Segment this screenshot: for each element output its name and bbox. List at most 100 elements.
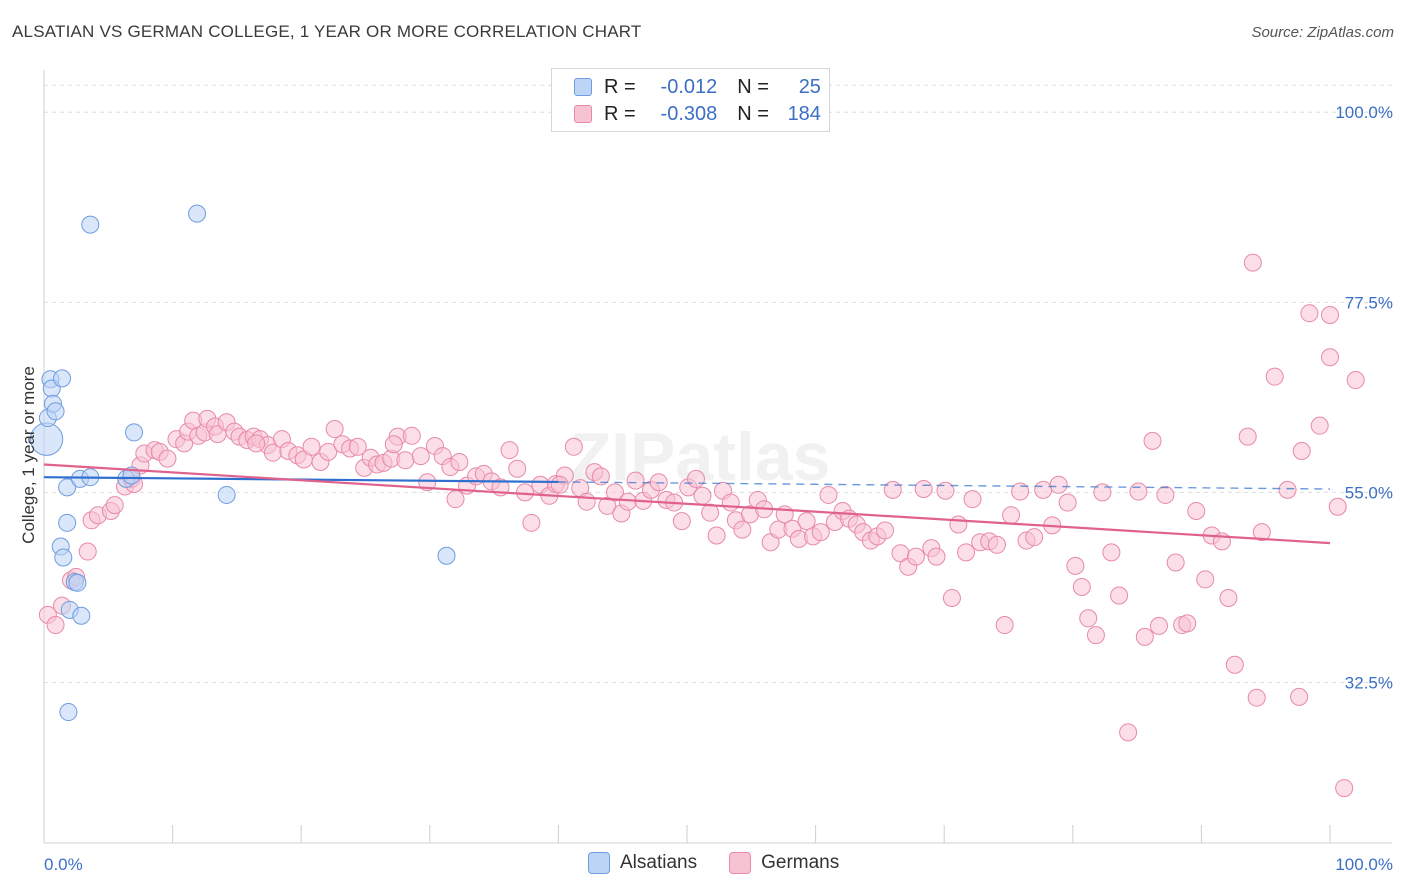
german-point	[1321, 348, 1339, 367]
german-point	[605, 483, 624, 502]
german-point	[618, 492, 637, 511]
german-point	[598, 496, 617, 515]
legend-row-germans: R = -0.308 N = 184	[574, 102, 821, 126]
german-point	[949, 515, 968, 534]
german-point	[1166, 553, 1185, 572]
german-point	[396, 451, 415, 470]
y-axis-label: College, 1 year or more	[19, 366, 38, 544]
german-point	[515, 483, 534, 502]
german-point	[1102, 543, 1121, 562]
german-point	[446, 490, 465, 509]
german-point	[577, 492, 596, 511]
german-point	[672, 512, 691, 531]
german-point	[1049, 475, 1068, 494]
german-point	[325, 420, 344, 439]
legend-item-germans[interactable]: Germans	[729, 852, 839, 874]
german-point	[1178, 614, 1197, 633]
german-point	[1238, 427, 1257, 446]
y-tick-label: 55.0%	[1345, 483, 1393, 502]
german-point	[319, 442, 338, 461]
german-point	[402, 426, 421, 445]
german-point	[721, 493, 740, 512]
german-point	[1110, 586, 1129, 605]
german-point	[1086, 626, 1105, 645]
german-point	[927, 547, 946, 566]
alsatian-point	[122, 466, 141, 485]
german-point	[1196, 570, 1215, 589]
alsatians-legend-swatch	[588, 852, 610, 874]
germans-trend-line	[43, 463, 1331, 545]
german-point	[1265, 367, 1284, 386]
alsatian-point	[54, 548, 73, 567]
german-point	[522, 513, 541, 532]
x-tick-label-max: 100.0%	[1335, 855, 1393, 874]
legend-label-germans: Germans	[761, 852, 840, 873]
german-point	[1335, 779, 1354, 798]
germans-legend-swatch	[729, 852, 752, 874]
german-point	[1247, 688, 1266, 707]
german-point	[348, 437, 367, 456]
legend-r-value: -0.308	[660, 102, 718, 125]
german-point	[1034, 480, 1053, 499]
german-point	[564, 437, 583, 456]
stats-legend: R = -0.012 N = 25 R = -0.308 N = 184	[551, 68, 830, 132]
german-point	[1310, 416, 1329, 435]
german-point	[1129, 482, 1148, 501]
series-legend: Alsatians Germans	[588, 852, 871, 874]
german-point	[1002, 506, 1021, 525]
german-point	[707, 526, 726, 545]
legend-n-label: N =	[737, 102, 769, 125]
alsatian-point	[217, 485, 236, 504]
legend-item-alsatians[interactable]: Alsatians	[588, 852, 697, 874]
german-point	[906, 547, 925, 566]
german-point	[1156, 485, 1175, 504]
alsatian-point	[68, 573, 87, 592]
german-point	[550, 475, 569, 494]
alsatian-point	[188, 204, 207, 223]
german-point	[957, 543, 976, 562]
alsatian-point	[59, 703, 78, 722]
legend-r-value: -0.012	[660, 75, 718, 98]
german-point	[693, 486, 712, 505]
german-point	[1252, 523, 1271, 542]
german-point	[500, 441, 519, 460]
german-point	[1093, 483, 1112, 502]
german-point	[1187, 501, 1206, 520]
german-point	[1066, 556, 1085, 575]
alsatian-point	[53, 369, 72, 388]
grid	[44, 84, 1392, 683]
german-point	[1079, 609, 1098, 628]
alsatians-trend-extension	[558, 481, 1331, 490]
german-point	[1025, 528, 1044, 547]
source-label: Source: ZipAtlas.com	[1251, 24, 1394, 41]
german-point	[105, 496, 124, 515]
alsatian-point	[72, 606, 91, 625]
german-point	[733, 520, 752, 539]
german-point	[1219, 589, 1238, 608]
german-point	[1321, 305, 1339, 324]
german-point	[158, 449, 177, 468]
german-point	[1072, 578, 1091, 597]
alsatians-series	[29, 204, 456, 722]
german-point	[1225, 655, 1244, 674]
german-point	[936, 481, 955, 500]
legend-label-alsatians: Alsatians	[620, 852, 698, 873]
alsatian-point	[58, 478, 77, 497]
german-point	[1011, 482, 1030, 501]
german-point	[384, 435, 403, 454]
german-point	[1300, 304, 1319, 323]
legend-n-value: 25	[798, 75, 821, 98]
german-point	[78, 542, 97, 561]
german-point	[418, 473, 437, 492]
alsatian-point	[81, 215, 100, 234]
german-point	[1143, 431, 1162, 450]
alsatian-point	[125, 423, 144, 442]
legend-n-label: N =	[737, 75, 769, 98]
germans-series	[38, 253, 1365, 798]
german-point	[450, 452, 469, 471]
y-tick-label: 32.5%	[1345, 673, 1393, 692]
german-point	[701, 503, 720, 522]
german-point	[687, 469, 706, 488]
legend-r-label: R =	[604, 102, 636, 125]
